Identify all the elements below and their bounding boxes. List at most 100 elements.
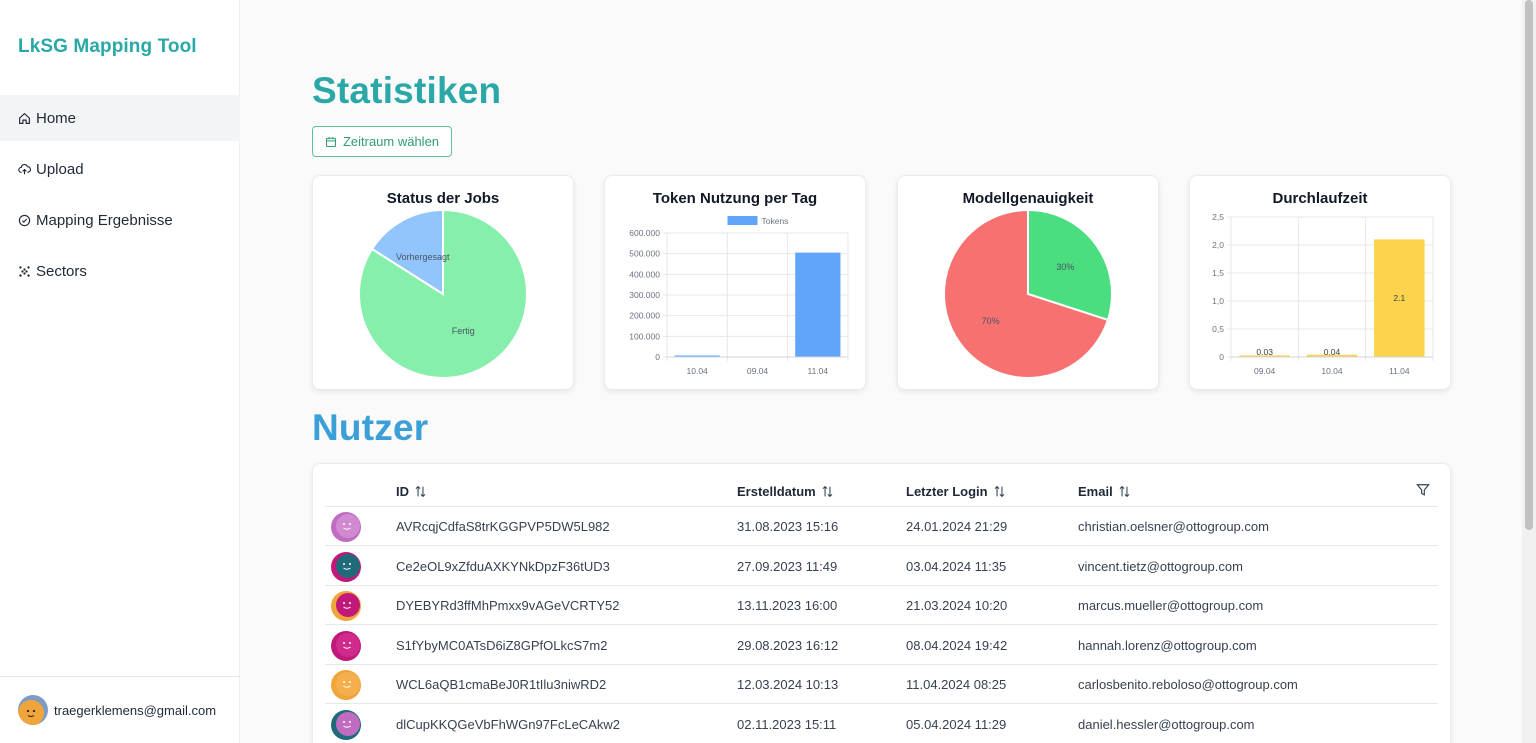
- column-header-id[interactable]: ID: [396, 484, 427, 499]
- sidebar-item-home[interactable]: Home: [0, 95, 240, 141]
- cell-last-login: 21.03.2024 10:20: [906, 598, 1008, 614]
- sort-icon[interactable]: [414, 485, 427, 498]
- bar[interactable]: [1374, 239, 1425, 357]
- y-tick-label: 2,5: [1212, 212, 1224, 222]
- user-menu[interactable]: traegerklemens@gmail.com: [0, 676, 240, 743]
- chart-card-job-status: Status der Jobs Fertig Vorhergesagt: [312, 175, 574, 390]
- cell-created: 13.11.2023 16:00: [737, 598, 838, 614]
- y-tick-label: 500.000: [629, 249, 660, 259]
- cell-created: 02.11.2023 15:11: [737, 717, 837, 732]
- column-header-label: Email: [1078, 484, 1113, 499]
- cell-created: 27.09.2023 11:49: [737, 558, 838, 574]
- pie-slice[interactable]: [1027, 208, 1113, 322]
- y-tick-label: 100.000: [629, 331, 660, 341]
- y-tick-label: 400.000: [629, 269, 660, 279]
- cell-id: dlCupKKQGeVbFhWGn97FcLeCAkw2: [396, 717, 620, 732]
- cell-email: marcus.mueller@ottogroup.com: [1078, 598, 1264, 614]
- column-header-label: Erstelldatum: [737, 484, 816, 499]
- users-table: ID Erstelldatum Letzter Login Email AVRc…: [312, 463, 1451, 743]
- check-circle-icon: [18, 214, 31, 227]
- cell-id: S1fYbyMC0ATsD6iZ8GPfOLkcS7m2: [396, 637, 608, 653]
- table-row[interactable]: dlCupKKQGeVbFhWGn97FcLeCAkw2 02.11.2023 1…: [325, 705, 1438, 743]
- bar[interactable]: [1306, 354, 1358, 357]
- chart-title: Token Nutzung per Tag: [652, 190, 818, 207]
- table-row[interactable]: DYEBYRd3ffMhPmxx9vAGeVCRTY52 13.11.2023 1…: [325, 586, 1438, 626]
- cell-id: DYEBYRd3ffMhPmxx9vAGeVCRTY52: [396, 598, 620, 614]
- grid-dots-icon: [18, 265, 31, 278]
- pie-slice[interactable]: [943, 208, 1110, 379]
- x-tick-label: 10.04: [687, 366, 709, 376]
- pie-label: 30%: [1056, 262, 1074, 272]
- y-tick-label: 600.000: [629, 228, 660, 238]
- x-tick-label: 09.04: [1254, 366, 1276, 376]
- page-scrollbar[interactable]: [1522, 0, 1536, 743]
- pie-label: Vorhergesagt: [396, 252, 450, 262]
- y-tick-label: 0: [655, 352, 660, 362]
- calendar-icon: [325, 136, 336, 147]
- legend-swatch[interactable]: [727, 216, 758, 225]
- column-header-created[interactable]: Erstelldatum: [737, 484, 834, 499]
- sidebar-item-upload[interactable]: Upload: [0, 146, 240, 192]
- app-brand[interactable]: LkSG Mapping Tool: [18, 36, 197, 57]
- job-status-pie-chart: Fertig Vorhergesagt: [358, 208, 528, 379]
- upload-cloud-icon: [18, 163, 31, 176]
- sidebar-nav: Home Upload Mapping Ergebnisse Sectors: [0, 95, 240, 299]
- date-range-button[interactable]: Zeitraum wählen: [312, 126, 452, 157]
- token-usage-bar-chart: 0 100.000 200.000 300.000 400.000 500.000 600.…: [629, 216, 849, 376]
- cell-last-login: 11.04.2024 08:25: [906, 677, 1007, 693]
- cell-last-login: 08.04.2024 19:42: [906, 637, 1008, 653]
- avatar: [331, 670, 361, 701]
- x-tick-label: 09.04: [747, 366, 769, 376]
- bar[interactable]: [1239, 355, 1290, 357]
- user-email: traegerklemens@gmail.com: [54, 702, 217, 718]
- table-row[interactable]: WCL6aQB1cmaBeJ0R1tIlu3niwRD2 12.03.2024 1…: [325, 665, 1438, 705]
- cell-last-login: 05.04.2024 11:29: [906, 717, 1007, 732]
- sidebar-item-label: Sectors: [36, 262, 87, 280]
- cell-email: daniel.hessler@ottogroup.com: [1078, 717, 1255, 732]
- filter-icon[interactable]: [1416, 483, 1430, 502]
- bar[interactable]: [674, 355, 720, 358]
- avatar: [331, 551, 361, 582]
- cell-email: christian.oelsner@ottogroup.com: [1078, 519, 1269, 534]
- column-header-last-login[interactable]: Letzter Login: [906, 484, 1006, 499]
- header-divider: [325, 506, 1438, 507]
- avatar: [331, 591, 361, 622]
- sidebar-item-mapping-ergebnisse[interactable]: Mapping Ergebnisse: [0, 197, 240, 243]
- date-range-label: Zeitraum wählen: [342, 134, 440, 149]
- page-title: Statistiken: [312, 70, 502, 111]
- model-accuracy-pie-chart: 30% 70%: [943, 208, 1113, 379]
- sort-icon[interactable]: [993, 485, 1006, 498]
- legend-label: Tokens: [762, 216, 789, 226]
- chart-title: Modellgenauigkeit: [962, 190, 1094, 207]
- table-row[interactable]: AVRcqjCdfaS8trKGGPVP5DW5L982 31.08.2023 1…: [325, 507, 1438, 546]
- y-tick-label: 200.000: [629, 311, 660, 321]
- column-header-email[interactable]: Email: [1078, 484, 1131, 499]
- avatar: [331, 710, 361, 740]
- y-tick-label: 2,0: [1212, 240, 1224, 250]
- table-row[interactable]: Ce2eOL9xZfduAXKYNkDpzF36tUD3 27.09.2023 1…: [325, 547, 1438, 586]
- chart-title: Durchlaufzeit: [1272, 190, 1368, 207]
- cell-email: hannah.lorenz@ottogroup.com: [1078, 637, 1257, 653]
- sidebar-item-label: Upload: [36, 160, 84, 178]
- y-tick-label: 1,5: [1212, 268, 1224, 278]
- x-tick-label: 11.04: [808, 366, 829, 376]
- cell-email: vincent.tietz@ottogroup.com: [1078, 558, 1243, 574]
- data-label: 0.04: [1324, 347, 1341, 357]
- table-row[interactable]: S1fYbyMC0ATsD6iZ8GPfOLkcS7m2 29.08.2023 1…: [325, 626, 1438, 665]
- throughput-time-bar-chart: 0 0,5 1,0 1,5 2,0 2,5 09.04 0.03 10.04 0.04 11.04 2…: [1212, 212, 1434, 376]
- sort-icon[interactable]: [1118, 485, 1131, 498]
- bar[interactable]: [795, 252, 841, 357]
- cell-id: Ce2eOL9xZfduAXKYNkDpzF36tUD3: [396, 558, 610, 574]
- avatar: [331, 512, 361, 542]
- scrollbar-thumb[interactable]: [1525, 0, 1533, 530]
- chart-card-throughput-time: Durchlaufzeit 0 0,5 1,0 1,5 2,0 2,5 09.04 0.03 1…: [1189, 175, 1451, 390]
- chart-card-token-usage: Token Nutzung per Tag 0 100.000 200.000 300…: [604, 175, 866, 390]
- column-header-label: Letzter Login: [906, 484, 988, 499]
- cell-created: 31.08.2023 15:16: [737, 519, 839, 534]
- sidebar-item-sectors[interactable]: Sectors: [0, 248, 240, 294]
- pie-label: 70%: [982, 316, 1000, 326]
- sort-icon[interactable]: [821, 485, 834, 498]
- x-tick-label: 11.04: [1389, 366, 1410, 376]
- cell-last-login: 03.04.2024 11:35: [906, 558, 1007, 574]
- pie-slice[interactable]: [370, 208, 444, 296]
